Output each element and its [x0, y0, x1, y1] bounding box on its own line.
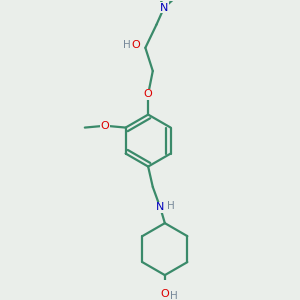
Text: H: H	[167, 200, 175, 211]
Text: N: N	[160, 3, 168, 13]
Text: N: N	[156, 202, 164, 212]
Text: O: O	[132, 40, 140, 50]
Text: H: H	[123, 40, 131, 50]
Text: O: O	[160, 289, 169, 299]
Text: H: H	[170, 292, 178, 300]
Text: O: O	[144, 89, 152, 99]
Text: O: O	[101, 121, 110, 131]
